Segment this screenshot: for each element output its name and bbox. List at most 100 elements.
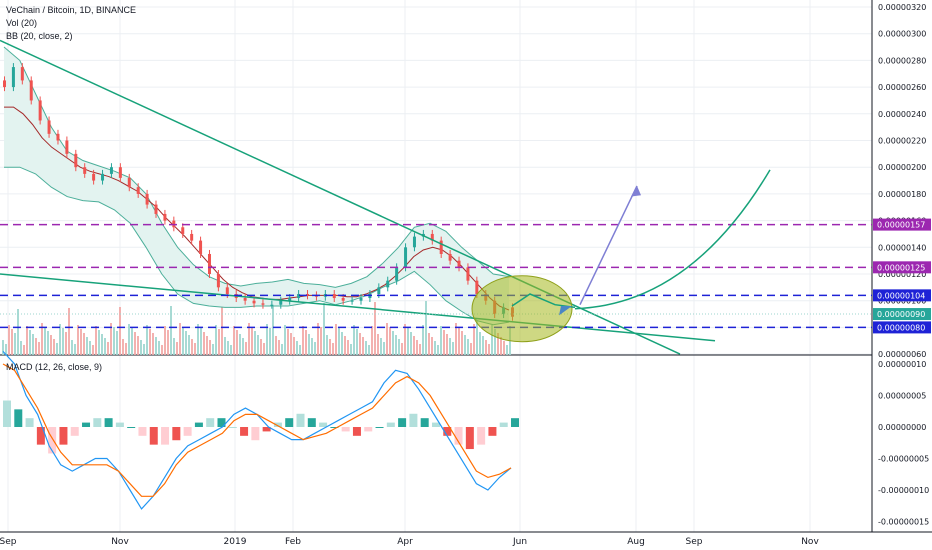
- volume-bar: [65, 332, 67, 355]
- candle: [29, 80, 33, 101]
- macd-histogram-bar: [104, 418, 113, 427]
- candle: [297, 294, 301, 299]
- volume-bar: [467, 339, 469, 355]
- volume-bar: [425, 301, 427, 355]
- volume-bar: [158, 341, 160, 355]
- candle: [377, 287, 381, 295]
- price-tick-label: 0.00000140: [878, 243, 926, 252]
- price-tick-label: 0.00000320: [878, 3, 926, 12]
- macd-histogram-bar: [409, 413, 418, 427]
- volume-bar: [503, 341, 505, 355]
- macd-histogram-bar: [285, 418, 294, 427]
- volume-bar: [314, 342, 316, 355]
- price-tick-label: 0.00000260: [878, 83, 926, 92]
- volume-bar: [497, 333, 499, 355]
- macd-histogram-bar: [386, 422, 395, 427]
- macd-histogram-bar: [420, 418, 429, 427]
- volume-bar: [80, 329, 82, 355]
- volume-bar: [224, 337, 226, 355]
- price-tick-label: 0.00000300: [878, 30, 926, 39]
- price-level-tag: [873, 289, 931, 302]
- volume-bar: [41, 323, 43, 355]
- macd-histogram-bar: [228, 427, 237, 428]
- volume-bar: [350, 344, 352, 355]
- macd-histogram-bar: [511, 418, 519, 427]
- volume-bar: [218, 329, 220, 355]
- macd-pane: [2, 350, 519, 510]
- volume-bar: [275, 336, 277, 355]
- candle: [475, 280, 479, 295]
- candle: [83, 167, 87, 174]
- volume-bar: [101, 334, 103, 355]
- bb-legend[interactable]: BB (20, close, 2): [6, 31, 73, 41]
- volume-bar: [251, 327, 253, 355]
- volume-bar: [167, 330, 169, 355]
- macd-histogram-bar: [36, 427, 45, 445]
- volume-bar: [413, 336, 415, 355]
- volume-bar: [323, 303, 325, 355]
- macd-tick-label: 0.00000005: [878, 392, 926, 401]
- volume-bar: [260, 339, 262, 355]
- macd-histogram-bar: [330, 427, 339, 428]
- volume-bar: [206, 336, 208, 355]
- macd-tick-label: 0.00000010: [878, 360, 926, 369]
- vol-legend[interactable]: Vol (20): [6, 18, 38, 28]
- bb-fill: [4, 47, 509, 325]
- volume-bar: [137, 336, 139, 355]
- candle: [101, 173, 105, 181]
- macd-legend[interactable]: MACD (12, 26, close, 9): [6, 362, 103, 372]
- volume-bar: [107, 342, 109, 355]
- bb-upper: [3, 46, 510, 288]
- candle: [11, 67, 15, 88]
- volume-bar: [89, 341, 91, 355]
- macd-histogram-bar: [364, 427, 373, 432]
- volume-bar: [227, 341, 229, 355]
- macd-histogram-bar: [161, 427, 170, 445]
- price-level-tag-text: 0.00000157: [877, 221, 925, 230]
- macd-histogram-bar: [341, 427, 350, 432]
- candle: [74, 153, 78, 168]
- volume-bar: [398, 339, 400, 355]
- volume-bar: [116, 331, 118, 355]
- time-tick-label: 2019: [224, 537, 247, 547]
- volume-bar: [473, 324, 475, 355]
- volume-bar: [236, 330, 238, 355]
- chart-title[interactable]: VeChain / Bitcoin, 1D, BINANCE: [6, 5, 137, 15]
- candle: [56, 133, 60, 141]
- macd-histogram-bar: [488, 427, 497, 436]
- lower-trendline: [0, 273, 716, 342]
- volume-bar: [50, 335, 52, 355]
- candle: [163, 213, 167, 221]
- volume-bar: [17, 309, 19, 355]
- volume-bar: [302, 326, 304, 355]
- candle: [404, 247, 408, 268]
- candle: [190, 233, 194, 241]
- volume-bar: [191, 339, 193, 355]
- volume-bar: [404, 324, 406, 355]
- drawings[interactable]: [0, 39, 872, 355]
- volume-bar: [290, 333, 292, 355]
- volume-bar: [179, 323, 181, 355]
- volume-bar: [53, 339, 55, 355]
- candle: [3, 80, 6, 88]
- bollinger-bands: [3, 46, 510, 326]
- candle: [448, 253, 452, 261]
- signal-line: [2, 363, 512, 497]
- candle: [395, 267, 399, 281]
- candle: [466, 267, 470, 281]
- macd-histogram-bar: [25, 418, 34, 427]
- volume-bar: [233, 326, 235, 355]
- time-tick-label: Nov: [801, 537, 819, 547]
- candle: [261, 303, 265, 305]
- macd-histogram-bar: [93, 418, 102, 427]
- time-tick-label: Feb: [285, 537, 301, 547]
- volume-bar: [170, 306, 172, 355]
- price-tick-label: 0.00000060: [878, 350, 926, 359]
- volume-bar: [317, 323, 319, 355]
- macd-histogram-bar: [251, 427, 260, 441]
- volume-bar: [77, 325, 79, 355]
- candle: [181, 227, 185, 234]
- volume-bar: [443, 330, 445, 355]
- volume-bar: [359, 333, 361, 355]
